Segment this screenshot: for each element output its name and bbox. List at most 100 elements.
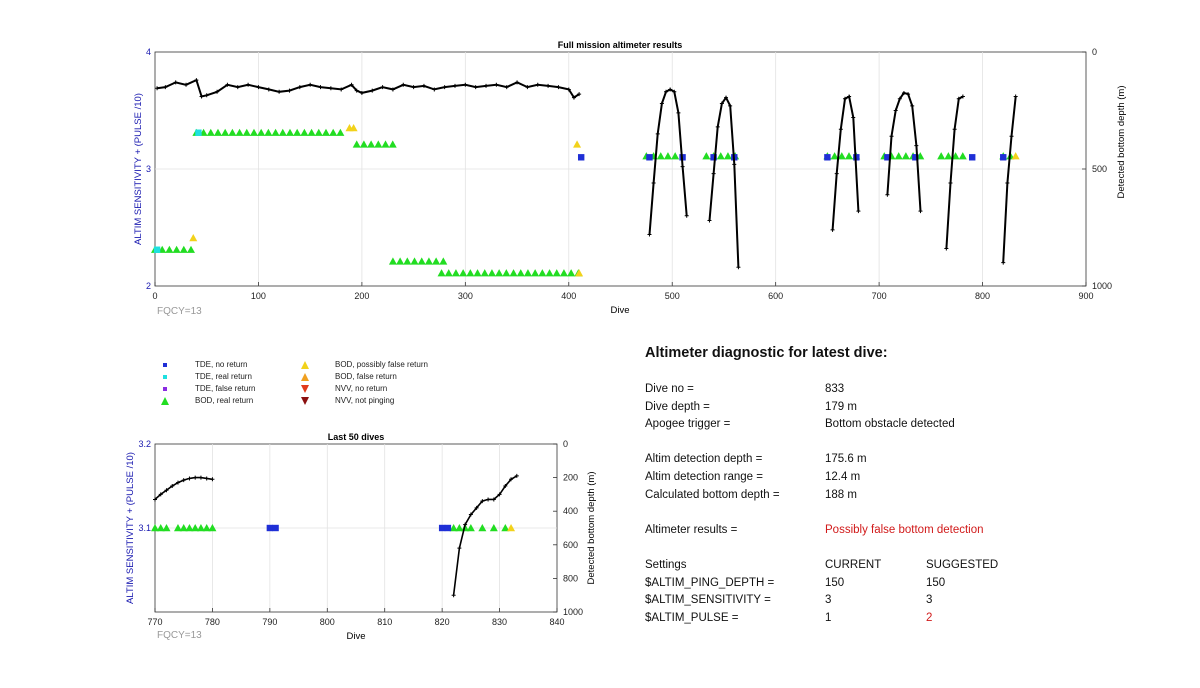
bottom-depth-point [1013, 94, 1018, 99]
bottom-depth-point [473, 85, 478, 90]
bottom-depth-point [451, 593, 456, 598]
bottom-depth-point [952, 127, 957, 132]
diagnostic-title: Altimeter diagnostic for latest dive: [645, 345, 888, 361]
bod-real-return-marker [837, 152, 846, 160]
bottom-depth-point [566, 87, 571, 92]
bod-real-return-marker [958, 152, 967, 160]
bod-real-return-marker [314, 128, 323, 136]
square-icon [163, 375, 167, 379]
legend: TDE, no return TDE, real return TDE, false… [160, 359, 480, 409]
x-tick-label: 820 [435, 617, 450, 627]
x-tick-label: 600 [768, 291, 783, 301]
bottom-depth-point [421, 83, 426, 88]
bod-real-return-marker [424, 257, 433, 265]
bottom-depth-point [960, 94, 965, 99]
bod-marker [478, 524, 487, 532]
bod-real-return-marker [702, 152, 711, 160]
bod-real-return-marker [179, 245, 188, 253]
bod-marker [185, 524, 194, 532]
bottom-depth-point [910, 103, 915, 108]
y-right-tick-label: 0 [1092, 47, 1097, 57]
small-fqcy-annotation: FQCY=13 [157, 630, 202, 641]
legend-marker [163, 363, 167, 367]
sensitivity-suggested: 3 [926, 594, 933, 607]
bottom-depth-value: 188 m [825, 488, 857, 501]
ping-depth-suggested: 150 [926, 576, 946, 589]
bottom-depth-point [328, 86, 333, 91]
main-ylabel-right: Detected bottom depth (m) [1116, 86, 1127, 199]
bottom-depth-point [897, 96, 902, 101]
bod-real-return-marker [473, 269, 482, 277]
tde-marker [577, 154, 585, 161]
triangle-up-icon [301, 361, 309, 369]
bod-real-return-marker [723, 152, 732, 160]
bottom-depth-point [525, 85, 530, 90]
bod-real-return-marker [559, 269, 568, 277]
bod-real-return-marker [403, 257, 412, 265]
bod-marker [173, 524, 182, 532]
legend-label: TDE, false return [195, 384, 256, 393]
bod-real-return-marker [410, 257, 419, 265]
x-tick-label: 700 [872, 291, 887, 301]
legend-label: NVV, not pinging [335, 396, 395, 405]
bottom-depth-point [318, 85, 323, 90]
bod-real-return-marker [285, 128, 294, 136]
legend-label: BOD, possibly false return [335, 360, 428, 369]
bottom-depth-point [266, 87, 271, 92]
bod-real-return-marker [264, 128, 273, 136]
bottom-depth-point [651, 181, 656, 186]
bod-real-return-marker [444, 269, 453, 277]
results-value: Possibly false bottom detection [825, 523, 984, 536]
ping-depth-current: 150 [825, 576, 845, 589]
bottom-depth-point [515, 80, 520, 85]
main-marks [151, 78, 1020, 277]
bottom-depth-point [497, 492, 502, 497]
bottom-depth-point [474, 505, 479, 510]
x-tick-label: 830 [492, 617, 507, 627]
bottom-depth-point [509, 477, 514, 482]
x-tick-label: 500 [665, 291, 680, 301]
small-title: Last 50 dives [328, 432, 385, 442]
square-icon [163, 387, 167, 391]
bottom-depth-point [390, 87, 395, 92]
bod-real-return-marker [367, 140, 376, 148]
bottom-depth-point [732, 162, 737, 167]
bod-marker [349, 124, 358, 132]
legend-marker [161, 397, 169, 405]
last-50-dives-chart: 770 780 790 800 810 820 830 840 3.1 3.2 0 200 400 600… [125, 432, 597, 642]
bottom-depth-point [885, 192, 890, 197]
bod-marker [162, 524, 171, 532]
bottom-depth-point [707, 218, 712, 223]
bottom-depth-line [1002, 96, 1017, 263]
bottom-depth-point [339, 87, 344, 92]
legend-marker [301, 385, 309, 393]
x-tick-label: 770 [147, 617, 162, 627]
bottom-depth-point [164, 488, 169, 493]
bottom-depth-point [556, 85, 561, 90]
small-ylabel-left: ALTIM SENSITIVITY + (PULSE /10) [125, 452, 136, 604]
bod-marker [196, 524, 205, 532]
bottom-depth-point [838, 127, 843, 132]
detection-depth-row: Altim detection depth = 175.6 m [645, 453, 1165, 471]
bod-marker [151, 524, 159, 532]
bottom-depth-point [664, 89, 669, 94]
bod-real-return-marker [329, 128, 338, 136]
legend-marker [163, 387, 167, 391]
bottom-depth-point [204, 476, 209, 481]
tde-marker [1000, 154, 1007, 161]
detection-range-value: 12.4 m [825, 470, 861, 483]
x-tick-label: 810 [377, 617, 392, 627]
bod-real-return-marker [396, 257, 405, 265]
tde-marker [438, 524, 446, 532]
bod-real-return-marker [172, 245, 181, 253]
bod-real-return-marker [538, 269, 547, 277]
sensitivity-label: $ALTIM_SENSITIVITY = [645, 594, 771, 607]
suggested-header: SUGGESTED [926, 558, 999, 571]
triangle-down-icon [301, 385, 309, 393]
bod-real-return-marker [359, 140, 368, 148]
bottom-depth-point [277, 89, 282, 94]
bod-marker [573, 140, 582, 148]
bod-real-return-marker [300, 128, 309, 136]
bottom-depth-point [494, 82, 499, 87]
